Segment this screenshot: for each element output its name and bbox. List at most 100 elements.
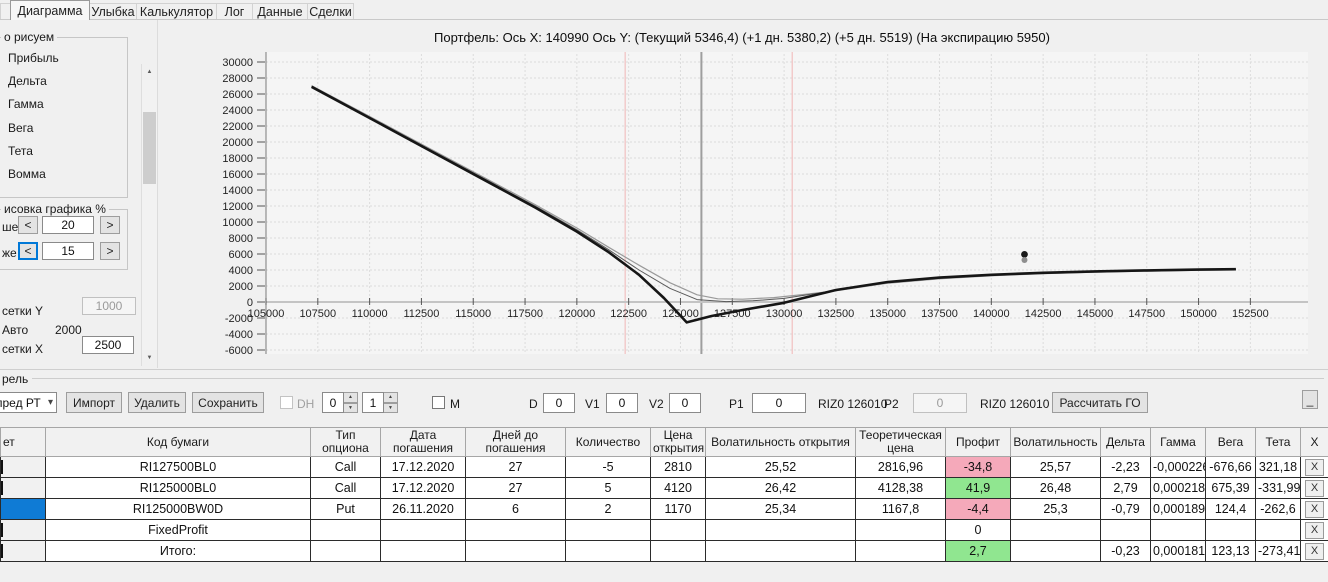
table-cell[interactable]: 2816,96	[855, 456, 946, 478]
profit-cell[interactable]: 0	[945, 519, 1011, 541]
tab-dannye[interactable]: Данные	[252, 3, 308, 20]
column-header-expiry-date[interactable]: Дата погашения	[380, 427, 466, 457]
dh-spinner-1[interactable]: 0 ▲ ▼	[322, 392, 358, 413]
table-cell[interactable]: 26,48	[1010, 477, 1101, 499]
minimize-panel-button[interactable]: _	[1302, 390, 1318, 409]
table-cell[interactable]: 1167,8	[855, 498, 946, 520]
spin-down-icon[interactable]: ▼	[384, 402, 398, 413]
table-cell[interactable]	[1010, 519, 1101, 541]
above-decrement-button[interactable]: <	[18, 216, 38, 234]
table-cell[interactable]: RI125000BL0	[45, 477, 311, 499]
table-cell[interactable]: 1170	[650, 498, 706, 520]
table-cell[interactable]	[1255, 519, 1301, 541]
table-cell[interactable]	[380, 519, 466, 541]
column-header-volatility[interactable]: Волатильность	[1010, 427, 1101, 457]
column-header-x[interactable]: X	[1300, 427, 1328, 457]
column-header-open-price[interactable]: Цена открытия	[650, 427, 706, 457]
d-input[interactable]: 0	[543, 393, 575, 413]
table-cell[interactable]: 25,57	[1010, 456, 1101, 478]
draw-option-vega[interactable]: Вега	[8, 121, 34, 135]
table-cell[interactable]: 17.12.2020	[380, 477, 466, 499]
table-cell[interactable]	[1205, 519, 1256, 541]
table-cell[interactable]: -676,66	[1205, 456, 1256, 478]
table-cell[interactable]: 17.12.2020	[380, 456, 466, 478]
table-cell[interactable]: -0,79	[1100, 498, 1151, 520]
scrollbar-thumb[interactable]	[143, 112, 156, 184]
table-cell[interactable]	[1150, 519, 1206, 541]
column-header-vega[interactable]: Вега	[1205, 427, 1256, 457]
table-cell[interactable]: 0,000189	[1150, 498, 1206, 520]
spin-down-icon[interactable]: ▼	[344, 402, 358, 413]
portfolio-combobox[interactable]: пред РТ ▾	[0, 392, 57, 413]
tab-kalkulyator[interactable]: Калькулятор	[136, 3, 217, 20]
table-cell[interactable]: 25,3	[1010, 498, 1101, 520]
table-cell[interactable]: -262,6	[1255, 498, 1301, 520]
column-header-account[interactable]: ет	[0, 427, 46, 457]
table-cell[interactable]: Call	[310, 456, 381, 478]
table-cell[interactable]	[465, 519, 566, 541]
v2-input[interactable]: 0	[669, 393, 701, 413]
save-button[interactable]: Сохранить	[192, 392, 264, 413]
table-cell[interactable]: 6	[465, 498, 566, 520]
draw-option-delta[interactable]: Дельта	[8, 74, 47, 88]
column-header-code[interactable]: Код бумаги	[45, 427, 311, 457]
spin-up-icon[interactable]: ▲	[344, 392, 358, 403]
scroll-down-icon[interactable]: ▼	[142, 350, 157, 366]
delete-button[interactable]: Удалить	[128, 392, 186, 413]
tab-log[interactable]: Лог	[216, 3, 253, 20]
remove-row-button[interactable]: X	[1305, 500, 1324, 518]
row-header[interactable]	[0, 456, 46, 478]
spin-up-icon[interactable]: ▲	[384, 392, 398, 403]
table-cell[interactable]: 25,52	[705, 456, 856, 478]
m-checkbox[interactable]	[432, 396, 445, 409]
column-header-theo-price[interactable]: Теоретическая цена	[855, 427, 946, 457]
grid-x-input[interactable]: 2500	[82, 336, 134, 354]
profit-cell[interactable]: 41,9	[945, 477, 1011, 499]
column-header-open-vol[interactable]: Волатильность открытия	[705, 427, 856, 457]
table-cell[interactable]: 26,42	[705, 477, 856, 499]
table-cell[interactable]: RI127500BL0	[45, 456, 311, 478]
below-decrement-button[interactable]: <	[18, 242, 38, 260]
table-cell[interactable]: 4120	[650, 477, 706, 499]
portfolio-chart[interactable]: -6000 -4000 -2000 0 2000 4000 6000 8000 10000 120…	[156, 50, 1328, 366]
column-header-gamma[interactable]: Гамма	[1150, 427, 1206, 457]
table-cell[interactable]: 4128,38	[855, 477, 946, 499]
table-cell[interactable]: Put	[310, 498, 381, 520]
table-cell[interactable]: 2810	[650, 456, 706, 478]
row-header[interactable]	[0, 519, 46, 541]
spinner-value[interactable]: 0	[322, 392, 344, 413]
column-header-theta[interactable]: Тета	[1255, 427, 1301, 457]
table-cell[interactable]: 27	[465, 456, 566, 478]
draw-option-vomma[interactable]: Вомма	[8, 167, 46, 181]
profit-cell[interactable]: -4,4	[945, 498, 1011, 520]
row-header[interactable]	[0, 540, 46, 562]
table-cell[interactable]	[650, 519, 706, 541]
table-cell[interactable]	[855, 519, 946, 541]
above-percent-input[interactable]: 20	[42, 216, 94, 234]
remove-row-button[interactable]: X	[1305, 458, 1324, 476]
column-header-profit[interactable]: Профит	[945, 427, 1011, 457]
splitter[interactable]	[0, 369, 1328, 370]
scroll-up-icon[interactable]: ▲	[142, 64, 157, 80]
dh-spinner-2[interactable]: 1 ▲ ▼	[362, 392, 398, 413]
row-header[interactable]	[0, 498, 46, 520]
below-percent-input[interactable]: 15	[42, 242, 94, 260]
profit-cell[interactable]: -34,8	[945, 456, 1011, 478]
tab-ulybka[interactable]: Улыбка	[89, 3, 137, 20]
p1-input[interactable]: 0	[752, 393, 806, 413]
table-cell[interactable]: 321,18	[1255, 456, 1301, 478]
below-increment-button[interactable]: >	[100, 242, 120, 260]
remove-row-button[interactable]: X	[1305, 542, 1324, 560]
table-cell[interactable]	[310, 519, 381, 541]
table-cell[interactable]	[1100, 519, 1151, 541]
remove-row-button[interactable]: X	[1305, 479, 1324, 497]
table-cell[interactable]: 25,34	[705, 498, 856, 520]
table-cell[interactable]: 0,000218	[1150, 477, 1206, 499]
draw-option-gamma[interactable]: Гамма	[8, 97, 44, 111]
table-cell[interactable]: 5	[565, 477, 651, 499]
column-header-days[interactable]: Дней до погашения	[465, 427, 566, 457]
table-cell[interactable]: -0,000226	[1150, 456, 1206, 478]
table-cell[interactable]: 124,4	[1205, 498, 1256, 520]
v1-input[interactable]: 0	[606, 393, 638, 413]
column-header-quantity[interactable]: Количество	[565, 427, 651, 457]
